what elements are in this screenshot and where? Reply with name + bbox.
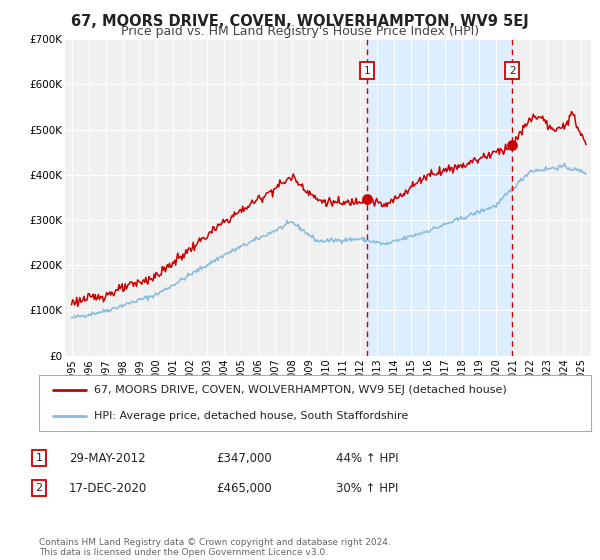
Text: 2: 2 [35,483,43,493]
Text: 2: 2 [509,66,515,76]
Point [362,194,372,203]
Text: 29-MAY-2012: 29-MAY-2012 [69,451,146,465]
Text: 1: 1 [35,453,43,463]
Text: Contains HM Land Registry data © Crown copyright and database right 2024.
This d: Contains HM Land Registry data © Crown c… [39,538,391,557]
Text: 30% ↑ HPI: 30% ↑ HPI [336,482,398,495]
Text: 17-DEC-2020: 17-DEC-2020 [69,482,147,495]
Text: HPI: Average price, detached house, South Staffordshire: HPI: Average price, detached house, Sout… [94,411,409,421]
Text: 1: 1 [364,66,370,76]
Text: £347,000: £347,000 [216,451,272,465]
Bar [367,39,512,356]
Text: 44% ↑ HPI: 44% ↑ HPI [336,451,398,465]
Text: 67, MOORS DRIVE, COVEN, WOLVERHAMPTON, WV9 5EJ (detached house): 67, MOORS DRIVE, COVEN, WOLVERHAMPTON, W… [94,385,507,395]
Text: Price paid vs. HM Land Registry's House Price Index (HPI): Price paid vs. HM Land Registry's House … [121,25,479,38]
Text: £465,000: £465,000 [216,482,272,495]
Text: 67, MOORS DRIVE, COVEN, WOLVERHAMPTON, WV9 5EJ: 67, MOORS DRIVE, COVEN, WOLVERHAMPTON, W… [71,14,529,29]
Point [508,141,517,150]
